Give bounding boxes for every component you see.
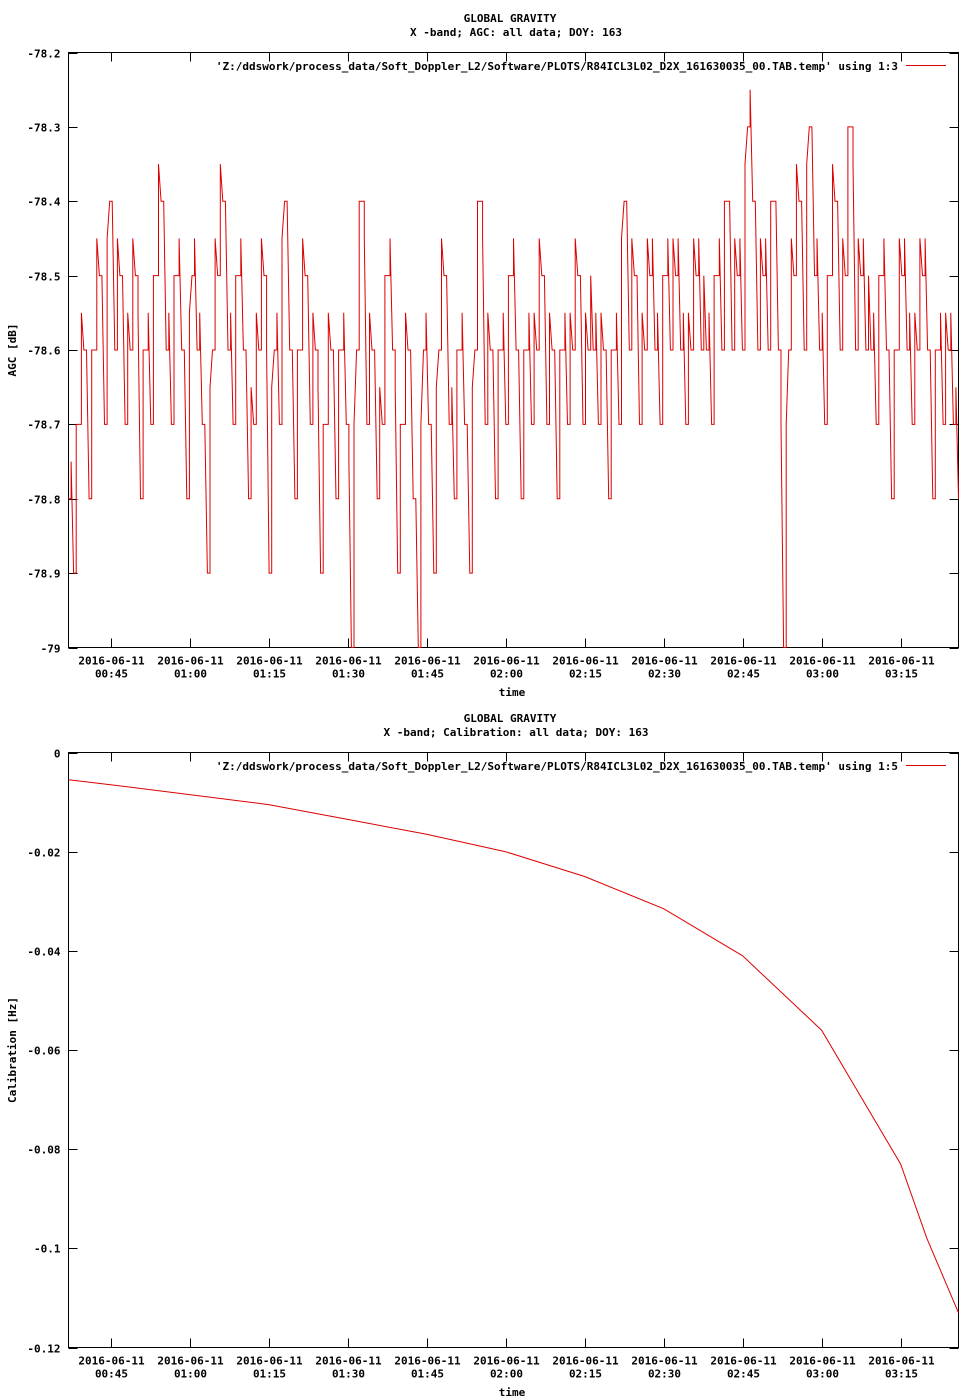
x-tick-time-label: 02:15 xyxy=(569,1368,602,1381)
legend: 'Z:/ddswork/process_data/Soft_Doppler_L2… xyxy=(216,760,946,773)
legend: 'Z:/ddswork/process_data/Soft_Doppler_L2… xyxy=(216,60,946,73)
x-tick-date-label: 2016-06-11 xyxy=(315,655,382,668)
x-ticks: 2016-06-1100:452016-06-1101:002016-06-11… xyxy=(78,52,935,681)
x-tick-date-label: 2016-06-11 xyxy=(157,1355,224,1368)
y-tick-label: -0.02 xyxy=(27,847,60,860)
x-tick-date-label: 2016-06-11 xyxy=(473,1355,540,1368)
x-tick-date-label: 2016-06-11 xyxy=(394,655,461,668)
x-tick-time-label: 02:00 xyxy=(490,668,523,681)
x-tick-date-label: 2016-06-11 xyxy=(868,1355,935,1368)
x-tick-date-label: 2016-06-11 xyxy=(78,1355,145,1368)
x-ticks: 2016-06-1100:452016-06-1101:002016-06-11… xyxy=(78,752,935,1381)
x-tick-date-label: 2016-06-11 xyxy=(789,655,856,668)
x-tick-date-label: 2016-06-11 xyxy=(236,655,303,668)
y-axis-label: AGC [dB] xyxy=(6,324,19,377)
x-tick-date-label: 2016-06-11 xyxy=(631,1355,698,1368)
x-tick-time-label: 02:15 xyxy=(569,668,602,681)
x-tick-time-label: 02:00 xyxy=(490,1368,523,1381)
x-tick-time-label: 02:45 xyxy=(727,1368,760,1381)
x-tick-date-label: 2016-06-11 xyxy=(473,655,540,668)
y-tick-label: -78.2 xyxy=(27,48,60,61)
x-tick-time-label: 02:30 xyxy=(648,1368,681,1381)
chart-subtitle: X -band; Calibration: all data; DOY: 163 xyxy=(384,726,649,739)
y-tick-label: -78.9 xyxy=(27,568,60,581)
y-axis-label: Calibration [Hz] xyxy=(6,997,19,1103)
x-tick-date-label: 2016-06-11 xyxy=(394,1355,461,1368)
x-tick-time-label: 01:45 xyxy=(411,1368,444,1381)
y-tick-label: -78.8 xyxy=(27,494,60,507)
x-tick-time-label: 01:30 xyxy=(332,1368,365,1381)
calibration-series-line xyxy=(68,779,959,1313)
x-tick-time-label: 01:15 xyxy=(253,668,286,681)
y-tick-label: -79 xyxy=(41,643,61,656)
x-tick-time-label: 01:00 xyxy=(174,668,207,681)
x-tick-date-label: 2016-06-11 xyxy=(710,655,777,668)
legend-label: 'Z:/ddswork/process_data/Soft_Doppler_L2… xyxy=(216,760,898,773)
y-tick-label: 0 xyxy=(54,748,61,761)
chart-subtitle: X -band; AGC: all data; DOY: 163 xyxy=(410,26,622,39)
x-tick-time-label: 01:30 xyxy=(332,668,365,681)
x-tick-time-label: 02:30 xyxy=(648,668,681,681)
agc-chart: GLOBAL GRAVITY X -band; AGC: all data; D… xyxy=(6,12,959,699)
y-tick-label: -78.3 xyxy=(27,122,60,135)
x-tick-time-label: 03:15 xyxy=(885,668,918,681)
x-tick-date-label: 2016-06-11 xyxy=(789,1355,856,1368)
chart-title: GLOBAL GRAVITY xyxy=(464,712,557,725)
x-tick-date-label: 2016-06-11 xyxy=(78,655,145,668)
x-tick-date-label: 2016-06-11 xyxy=(552,1355,619,1368)
x-tick-date-label: 2016-06-11 xyxy=(236,1355,303,1368)
chart-title: GLOBAL GRAVITY xyxy=(464,12,557,25)
y-tick-label: -78.5 xyxy=(27,271,60,284)
y-tick-label: -0.04 xyxy=(27,946,60,959)
x-tick-time-label: 01:00 xyxy=(174,1368,207,1381)
x-tick-time-label: 00:45 xyxy=(95,668,128,681)
y-ticks: 0 -0.02 -0.04 -0.06 -0.08 -0.1 -0.12 xyxy=(27,748,959,1356)
x-tick-date-label: 2016-06-11 xyxy=(315,1355,382,1368)
x-tick-time-label: 01:45 xyxy=(411,668,444,681)
agc-series-line xyxy=(68,89,959,648)
y-tick-label: -78.6 xyxy=(27,345,60,358)
legend-label: 'Z:/ddswork/process_data/Soft_Doppler_L2… xyxy=(216,60,898,73)
x-tick-time-label: 03:00 xyxy=(806,668,839,681)
y-tick-label: -0.1 xyxy=(34,1243,61,1256)
x-tick-date-label: 2016-06-11 xyxy=(157,655,224,668)
x-tick-date-label: 2016-06-11 xyxy=(631,655,698,668)
y-tick-label: -78.7 xyxy=(27,419,60,432)
x-tick-time-label: 00:45 xyxy=(95,1368,128,1381)
calibration-chart: GLOBAL GRAVITY X -band; Calibration: all… xyxy=(6,712,959,1399)
x-tick-date-label: 2016-06-11 xyxy=(552,655,619,668)
x-axis-label: time xyxy=(499,686,526,699)
x-tick-date-label: 2016-06-11 xyxy=(710,1355,777,1368)
y-tick-label: -0.08 xyxy=(27,1144,60,1157)
plot-frame xyxy=(68,52,959,648)
x-tick-time-label: 03:15 xyxy=(885,1368,918,1381)
x-tick-time-label: 01:15 xyxy=(253,1368,286,1381)
x-tick-time-label: 03:00 xyxy=(806,1368,839,1381)
y-tick-label: -0.12 xyxy=(27,1343,60,1356)
x-axis-label: time xyxy=(499,1386,526,1399)
y-tick-label: -0.06 xyxy=(27,1045,60,1058)
x-tick-time-label: 02:45 xyxy=(727,668,760,681)
y-tick-label: -78.4 xyxy=(27,196,60,209)
x-tick-date-label: 2016-06-11 xyxy=(868,655,935,668)
plot-frame xyxy=(68,752,959,1348)
